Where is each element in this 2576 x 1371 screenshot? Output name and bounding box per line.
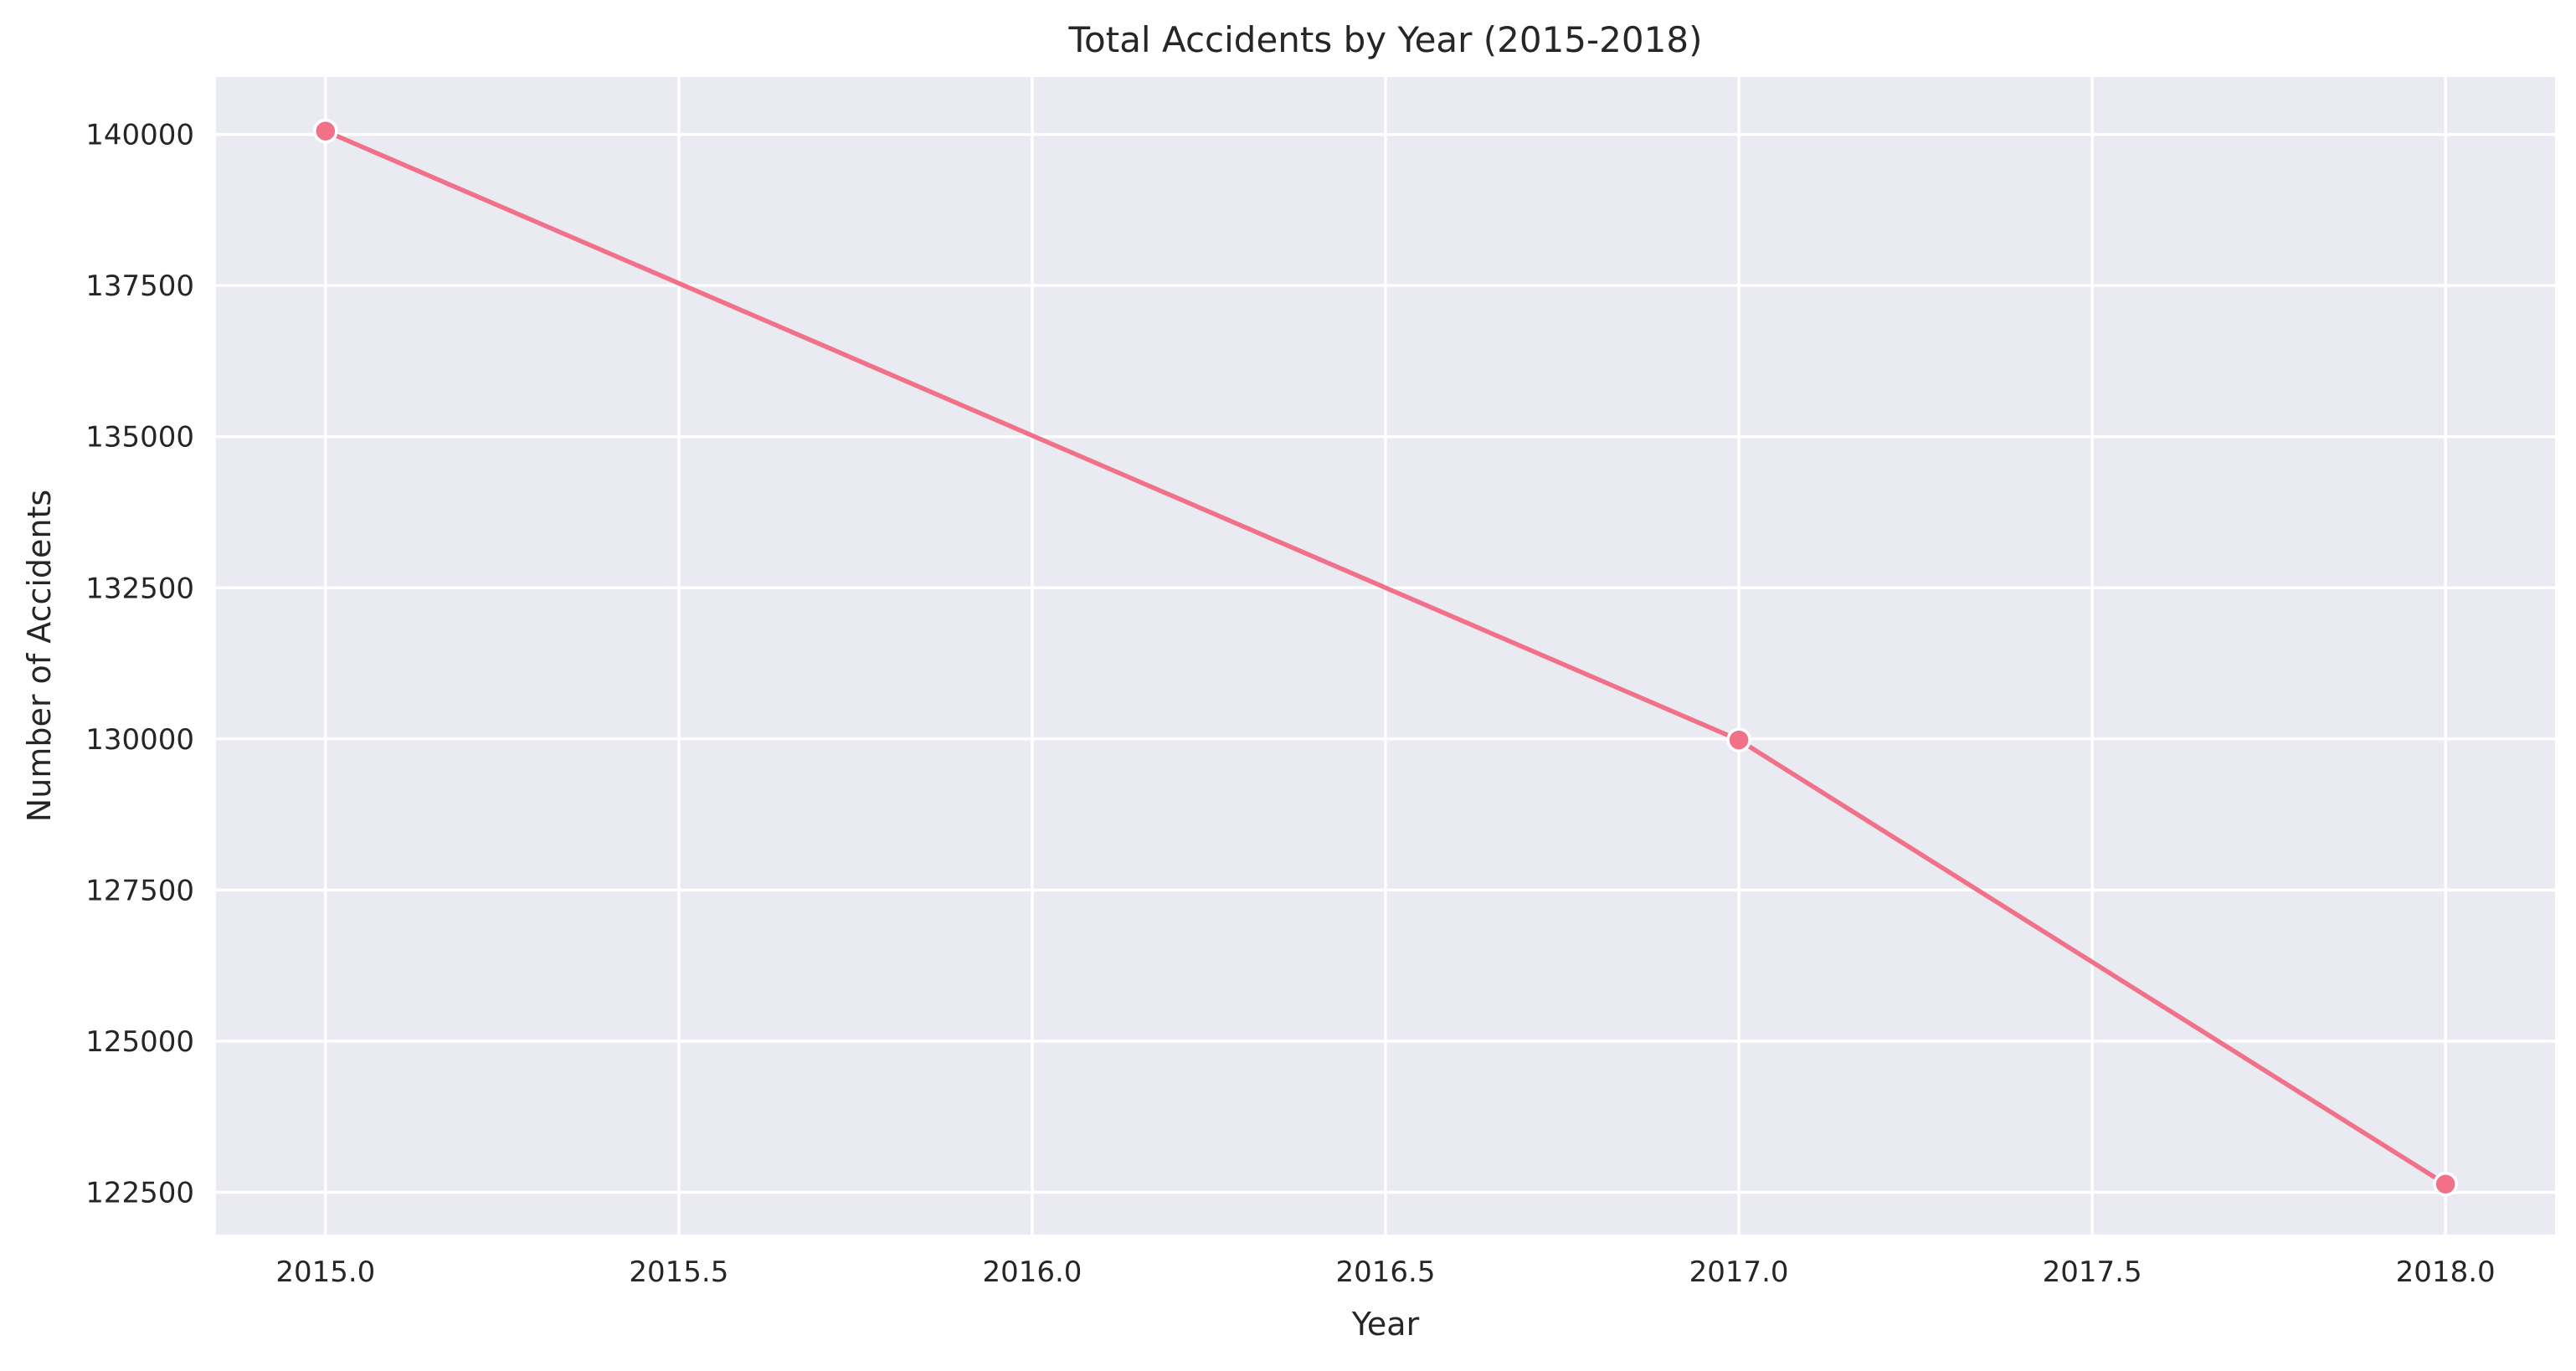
y-tick-label: 127500 bbox=[85, 874, 194, 907]
y-tick-label: 130000 bbox=[85, 723, 194, 757]
x-tick-label: 2016.0 bbox=[982, 1255, 1082, 1289]
y-tick-label: 122500 bbox=[85, 1176, 194, 1209]
y-tick-label: 135000 bbox=[85, 421, 194, 454]
series-layer bbox=[313, 118, 2458, 1197]
x-axis-ticks: 2015.0 2015.5 2016.0 2016.5 2017.0 2017.5 2018… bbox=[275, 1255, 2495, 1289]
x-tick-label: 2015.5 bbox=[629, 1255, 728, 1289]
chart-title: Total Accidents by Year (2015-2018) bbox=[1068, 19, 1703, 60]
y-tick-label: 132500 bbox=[85, 572, 194, 605]
y-tick-label: 140000 bbox=[85, 119, 194, 152]
grid bbox=[216, 77, 2555, 1235]
x-tick-label: 2015.0 bbox=[275, 1255, 375, 1289]
x-tick-label: 2016.5 bbox=[1336, 1255, 1436, 1289]
x-tick-label: 2017.0 bbox=[1689, 1255, 1789, 1289]
x-tick-label: 2017.5 bbox=[2043, 1255, 2142, 1289]
data-point-marker bbox=[313, 118, 338, 144]
x-tick-label: 2018.0 bbox=[2396, 1255, 2496, 1289]
y-axis-label: Number of Accidents bbox=[21, 490, 58, 822]
x-axis-label: Year bbox=[1351, 1306, 1420, 1343]
y-tick-label: 125000 bbox=[85, 1025, 194, 1059]
y-tick-label: 137500 bbox=[85, 270, 194, 303]
data-point-marker bbox=[1726, 727, 1751, 752]
y-axis-ticks: 122500 125000 127500 130000 132500 135000 1375… bbox=[85, 119, 194, 1210]
data-point-marker bbox=[2433, 1171, 2458, 1197]
